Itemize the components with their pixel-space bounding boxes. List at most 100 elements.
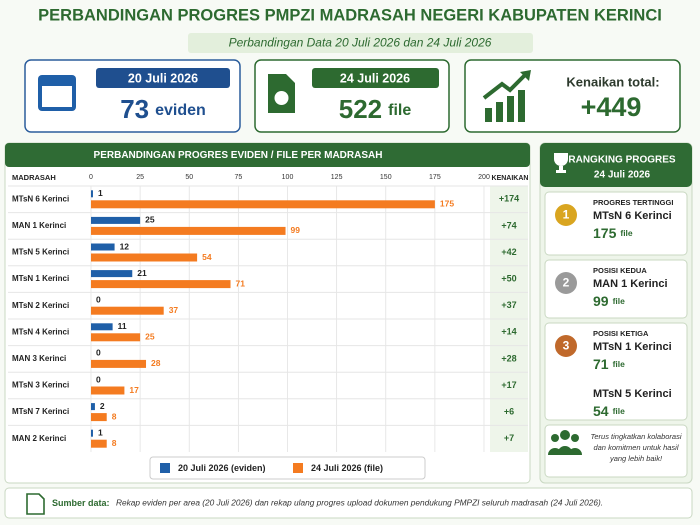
subtitle-pill bbox=[188, 33, 533, 53]
footer-text: Rekap eviden per area (20 Juli 2026) dan… bbox=[116, 498, 603, 508]
increase-label: +42 bbox=[501, 247, 516, 257]
bar bbox=[91, 226, 286, 235]
rank-label: POSISI KETIGA bbox=[593, 329, 649, 338]
bar bbox=[91, 200, 435, 209]
category-label: MTsN 3 Kerinci bbox=[12, 381, 69, 390]
note-line: Terus tingkatkan kolaborasi bbox=[590, 432, 681, 441]
bar bbox=[91, 323, 113, 331]
note-line: dan komitmen untuk hasil bbox=[593, 443, 678, 452]
category-label: MTsN 2 Kerinci bbox=[12, 301, 69, 310]
value-label: 71 bbox=[236, 278, 246, 288]
legend-label: 20 Juli 2026 (eviden) bbox=[178, 463, 266, 473]
medal-number: 3 bbox=[563, 339, 570, 353]
x-tick-label: 0 bbox=[89, 174, 93, 181]
category-header: MADRASAH bbox=[12, 173, 56, 182]
category-label: MAN 1 Kerinci bbox=[12, 221, 66, 230]
x-tick-label: 25 bbox=[136, 174, 144, 181]
value-label: 1 bbox=[98, 427, 103, 437]
rank-value: 175 file bbox=[593, 225, 633, 241]
increase-label: +50 bbox=[501, 273, 516, 283]
legend-swatch bbox=[160, 463, 170, 473]
increase-label: +6 bbox=[504, 406, 514, 416]
medal-number: 1 bbox=[563, 208, 570, 222]
chart-title: PERBANDINGAN PROGRES EVIDEN / FILE PER M… bbox=[94, 150, 383, 161]
bar bbox=[91, 359, 147, 368]
card-number: 73 bbox=[120, 94, 149, 124]
value-label: 37 bbox=[169, 305, 179, 315]
x-tick-label: 150 bbox=[380, 174, 392, 181]
medal bbox=[555, 272, 577, 294]
value-label: 25 bbox=[145, 332, 155, 342]
rank-name: MTsN 6 Kerinci bbox=[593, 210, 672, 222]
category-label: MTsN 7 Kerinci bbox=[12, 407, 69, 416]
card-unit: eviden bbox=[155, 102, 206, 119]
legend-label: 24 Juli 2026 (file) bbox=[311, 463, 383, 473]
value-label: 8 bbox=[112, 411, 117, 421]
bar bbox=[91, 413, 107, 422]
rank-box bbox=[544, 322, 688, 421]
increase-label: +7 bbox=[504, 433, 514, 443]
rank-label: PROGRES TERTINGGI bbox=[593, 198, 673, 207]
value-label: 2 bbox=[100, 401, 105, 411]
bar bbox=[91, 216, 141, 224]
bar bbox=[91, 270, 133, 278]
legend-swatch bbox=[293, 463, 303, 473]
value-label: 11 bbox=[118, 321, 127, 331]
ranking-title: RANGKING PROGRES bbox=[568, 155, 676, 166]
bar bbox=[91, 190, 93, 198]
value-label: 12 bbox=[120, 241, 130, 251]
rank-box bbox=[544, 191, 688, 256]
card-number: 522 bbox=[339, 94, 382, 124]
bar bbox=[91, 439, 107, 448]
chart-panel bbox=[4, 142, 531, 484]
increase-label: +74 bbox=[501, 220, 516, 230]
increase-label: +28 bbox=[501, 353, 516, 363]
document-icon bbox=[274, 91, 289, 105]
card-label: 20 Juli 2026 bbox=[128, 71, 198, 85]
card-number: +449 bbox=[581, 92, 642, 122]
ranking-subtitle: 24 Juli 2026 bbox=[594, 170, 651, 181]
bar bbox=[91, 429, 93, 437]
value-label: 99 bbox=[291, 225, 301, 235]
category-label: MAN 3 Kerinci bbox=[12, 354, 66, 363]
medal-number: 2 bbox=[563, 276, 570, 290]
footer-label: Sumber data: bbox=[52, 498, 110, 508]
increase-label: +37 bbox=[501, 300, 516, 310]
bar bbox=[91, 386, 125, 395]
card-badge bbox=[96, 68, 230, 88]
bar bbox=[91, 403, 95, 411]
x-tick-label: 125 bbox=[331, 174, 343, 181]
card-label: 24 Juli 2026 bbox=[340, 71, 410, 85]
note-line: yang lebih baik! bbox=[609, 454, 663, 463]
card-label: Kenaikan total: bbox=[566, 74, 659, 89]
category-label: MTsN 5 Kerinci bbox=[12, 248, 69, 257]
x-tick-label: 75 bbox=[234, 174, 242, 181]
increase-header: KENAIKAN bbox=[492, 175, 529, 182]
value-label: 175 bbox=[440, 199, 454, 209]
card-badge bbox=[312, 68, 439, 88]
rank-number: 71 bbox=[593, 356, 609, 372]
chart-header bbox=[5, 143, 530, 167]
rank-number: 175 bbox=[593, 225, 617, 241]
rank-name: MTsN 1 Kerinci bbox=[593, 341, 672, 353]
rank-value: 71 file bbox=[593, 356, 625, 372]
value-label: 21 bbox=[137, 268, 147, 278]
rank-number: 99 bbox=[593, 293, 609, 309]
note-box bbox=[544, 424, 688, 478]
category-label: MTsN 4 Kerinci bbox=[12, 327, 69, 336]
rank-value: 99 file bbox=[593, 293, 625, 309]
x-tick-label: 100 bbox=[282, 174, 294, 181]
ranking-header bbox=[540, 143, 692, 187]
legend-frame bbox=[149, 456, 426, 480]
rank-value: 54 file bbox=[593, 403, 625, 419]
increase-label: +17 bbox=[501, 380, 516, 390]
card-value: 73 eviden bbox=[120, 94, 206, 124]
x-tick-label: 50 bbox=[185, 174, 193, 181]
bar bbox=[91, 243, 115, 251]
page-title: PERBANDINGAN PROGRES PMPZI MADRASAH NEGE… bbox=[38, 6, 662, 24]
x-tick-label: 175 bbox=[429, 174, 441, 181]
rank-unit: file bbox=[613, 359, 626, 369]
card-value: 522 file bbox=[339, 94, 412, 124]
category-label: MTsN 6 Kerinci bbox=[12, 194, 69, 203]
